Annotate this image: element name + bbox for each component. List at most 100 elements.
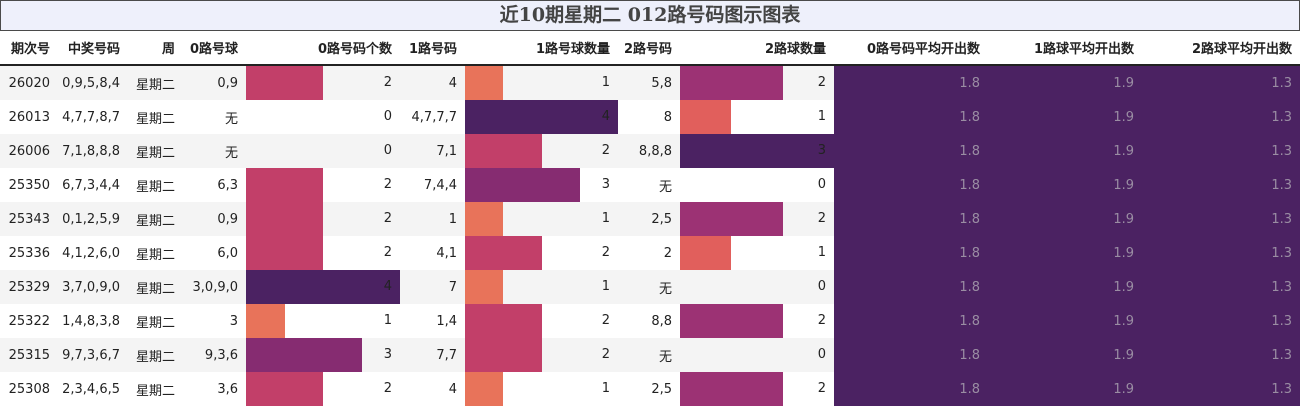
- route1-count-cell-bar: [465, 168, 580, 202]
- route0-count-cell-bar: [246, 372, 323, 406]
- route1-avg-cell: 1.9: [988, 202, 1142, 236]
- route1-count-cell-value: 1: [601, 279, 610, 294]
- route2-count-cell-value: 0: [817, 279, 826, 294]
- issue-cell: 26013: [0, 100, 58, 134]
- winning-numbers-cell: 4,7,7,8,7: [58, 100, 128, 134]
- weekday-cell: 星期二: [128, 202, 183, 236]
- route1-count-cell: 3: [465, 168, 618, 202]
- col-header-route2-count[interactable]: 2路球数量: [680, 31, 834, 66]
- route1-count-cell: 2: [465, 134, 618, 168]
- route2-avg-cell: 1.3: [1142, 168, 1300, 202]
- route0-count-cell-value: 2: [383, 381, 392, 396]
- route0-balls-cell: 6,3: [183, 168, 246, 202]
- route0-count-cell-value: 4: [383, 279, 392, 294]
- route1-numbers-cell: 1: [400, 202, 465, 236]
- route2-avg-cell: 1.3: [1142, 270, 1300, 304]
- route2-count-cell-value: 1: [817, 245, 826, 260]
- weekday-cell: 星期二: [128, 168, 183, 202]
- route1-count-cell: 4: [465, 100, 618, 134]
- route1-avg-cell: 1.9: [988, 304, 1142, 338]
- route0-avg-cell: 1.8: [834, 134, 988, 168]
- route0-count-cell-value: 2: [383, 75, 392, 90]
- route1-count-cell-bar: [465, 66, 504, 100]
- route2-count-cell-value: 2: [817, 211, 826, 226]
- weekday-cell: 星期二: [128, 304, 183, 338]
- table-row[interactable]: 25322 1,4,8,3,8 星期二 3 1 1,4 2 8,8 2 1.8 1.9 1.3: [0, 304, 1300, 338]
- weekday-cell: 星期二: [128, 134, 183, 168]
- table-row[interactable]: 25343 0,1,2,5,9 星期二 0,9 2 1 1 2,5 2 1.8 1.9 1.3: [0, 202, 1300, 236]
- route0-avg-cell: 1.8: [834, 338, 988, 372]
- table-row[interactable]: 25308 2,3,4,6,5 星期二 3,6 2 4 1 2,5 2 1.8 1.9 1.3: [0, 372, 1300, 406]
- col-header-route1-numbers[interactable]: 1路号码: [400, 31, 465, 66]
- route2-count-cell: 1: [680, 236, 834, 270]
- table-row[interactable]: 26020 0,9,5,8,4 星期二 0,9 2 4 1 5,8 2 1.8 1.9 1.3: [0, 65, 1300, 100]
- weekday-cell: 星期二: [128, 338, 183, 372]
- route1-count-cell-bar: [465, 304, 542, 338]
- table-row[interactable]: 25350 6,7,3,4,4 星期二 6,3 2 7,4,4 3 无 0 1.8 1.9 1.3: [0, 168, 1300, 202]
- route1-numbers-cell: 7,1: [400, 134, 465, 168]
- route1-avg-cell: 1.9: [988, 65, 1142, 100]
- col-header-issue[interactable]: 期次号: [0, 31, 58, 66]
- route0-avg-cell: 1.8: [834, 304, 988, 338]
- table-row[interactable]: 26006 7,1,8,8,8 星期二无 0 7,1 2 8,8,8 3 1.8 1.9 1.3: [0, 134, 1300, 168]
- route2-count-cell-value: 2: [817, 381, 826, 396]
- route2-numbers-cell: 8: [618, 100, 680, 134]
- table-row[interactable]: 25315 9,7,3,6,7 星期二 9,3,6 3 7,7 2 无 0 1.8 1.9 1.3: [0, 338, 1300, 372]
- route0-count-cell: 2: [246, 372, 400, 406]
- route2-avg-cell: 1.3: [1142, 65, 1300, 100]
- col-header-route2-numbers[interactable]: 2路号码: [618, 31, 680, 66]
- route0-balls-cell: 0,9: [183, 65, 246, 100]
- route2-numbers-cell: 无: [618, 270, 680, 304]
- issue-cell: 25336: [0, 236, 58, 270]
- route1-count-cell-value: 1: [601, 211, 610, 226]
- col-header-numbers[interactable]: 中奖号码: [58, 31, 128, 66]
- route1-numbers-cell: 7: [400, 270, 465, 304]
- winning-numbers-cell: 3,7,0,9,0: [58, 270, 128, 304]
- col-header-route2-avg[interactable]: 2路球平均开出数: [1142, 31, 1300, 66]
- route1-avg-cell: 1.9: [988, 168, 1142, 202]
- col-header-route1-avg[interactable]: 1路球平均开出数: [988, 31, 1142, 66]
- route1-count-cell: 1: [465, 270, 618, 304]
- route2-count-cell: 0: [680, 270, 834, 304]
- route2-avg-cell: 1.3: [1142, 202, 1300, 236]
- route1-avg-cell: 1.9: [988, 236, 1142, 270]
- route0-avg-cell: 1.8: [834, 100, 988, 134]
- route0-balls-cell: 3: [183, 304, 246, 338]
- table-row[interactable]: 25329 3,7,0,9,0 星期二 3,0,9,0 4 7 1 无 0 1.8 1.9 1.3: [0, 270, 1300, 304]
- issue-cell: 25343: [0, 202, 58, 236]
- route0-count-cell: 0: [246, 100, 400, 134]
- route1-count-cell-value: 2: [601, 245, 610, 260]
- col-header-week[interactable]: 周: [128, 31, 183, 66]
- table-row[interactable]: 26013 4,7,7,8,7 星期二无 0 4,7,7,7 4 8 1 1.8 1.9 1.3: [0, 100, 1300, 134]
- route0-count-cell-bar: [246, 304, 285, 338]
- winning-numbers-cell: 6,7,3,4,4: [58, 168, 128, 202]
- route2-count-cell: 0: [680, 168, 834, 202]
- winning-numbers-cell: 9,7,3,6,7: [58, 338, 128, 372]
- route2-numbers-cell: 2,5: [618, 372, 680, 406]
- table-row[interactable]: 25336 4,1,2,6,0 星期二 6,0 2 4,1 2 2 1 1.8 1.9 1.3: [0, 236, 1300, 270]
- route1-numbers-cell: 7,7: [400, 338, 465, 372]
- issue-cell: 26006: [0, 134, 58, 168]
- weekday-cell: 星期二: [128, 372, 183, 406]
- col-header-route0-balls[interactable]: 0路号球: [183, 31, 246, 66]
- route1-count-cell: 2: [465, 236, 618, 270]
- route0-avg-cell: 1.8: [834, 236, 988, 270]
- route2-numbers-cell: 8,8: [618, 304, 680, 338]
- route2-count-cell-bar: [680, 236, 732, 270]
- winning-numbers-cell: 2,3,4,6,5: [58, 372, 128, 406]
- route2-avg-cell: 1.3: [1142, 372, 1300, 406]
- route1-numbers-cell: 7,4,4: [400, 168, 465, 202]
- route1-count-cell-value: 2: [601, 143, 610, 158]
- route1-avg-cell: 1.9: [988, 100, 1142, 134]
- route2-count-cell-value: 0: [817, 177, 826, 192]
- data-table: 期次号 中奖号码 周 0路号球 0路号码个数 1路号码 1路号球数量 2路号码 …: [0, 31, 1300, 406]
- route1-count-cell: 2: [465, 338, 618, 372]
- col-header-route0-avg[interactable]: 0路号码平均开出数: [834, 31, 988, 66]
- route1-count-cell-bar: [465, 134, 542, 168]
- winning-numbers-cell: 7,1,8,8,8: [58, 134, 128, 168]
- col-header-route1-count[interactable]: 1路号球数量: [465, 31, 618, 66]
- route0-count-cell-value: 3: [383, 347, 392, 362]
- col-header-route0-count[interactable]: 0路号码个数: [246, 31, 400, 66]
- route2-count-cell-bar: [680, 304, 783, 338]
- route0-avg-cell: 1.8: [834, 65, 988, 100]
